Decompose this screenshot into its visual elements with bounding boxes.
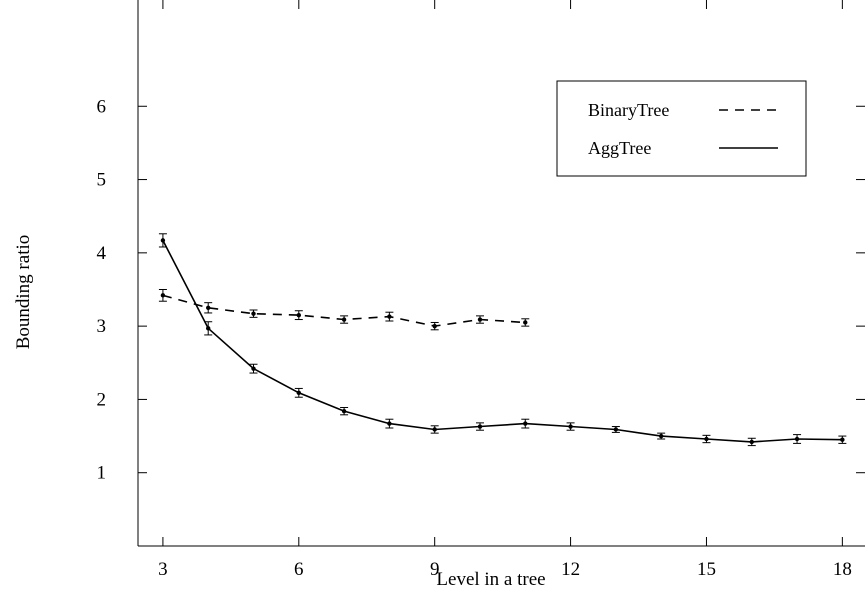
y-tick-label: 2 (97, 389, 107, 410)
data-point (613, 427, 619, 432)
data-point (296, 390, 302, 396)
y-tick-label: 6 (97, 96, 107, 117)
data-point (296, 312, 302, 318)
data-point (477, 317, 483, 322)
legend-label: BinaryTree (588, 100, 669, 120)
y-tick-label: 4 (97, 243, 107, 264)
x-tick-label: 3 (158, 559, 168, 580)
data-point (432, 427, 437, 432)
data-point (341, 408, 347, 414)
data-point (840, 437, 845, 442)
legend: BinaryTree AggTree (556, 80, 807, 177)
series-group (158, 233, 847, 447)
data-point (251, 366, 256, 371)
data-point (160, 238, 166, 243)
series-aggtree (158, 233, 847, 447)
data-point (387, 421, 392, 426)
series-binarytree (158, 288, 530, 331)
x-tick-label: 6 (294, 559, 304, 580)
x-tick-label: 15 (697, 559, 716, 580)
data-point (794, 436, 800, 442)
data-point (658, 433, 664, 439)
data-point (251, 311, 256, 316)
data-point (749, 439, 754, 445)
x-tick-label: 12 (561, 559, 580, 580)
data-point (523, 320, 528, 325)
x-tick-label: 18 (833, 559, 852, 580)
data-point (432, 323, 437, 329)
data-point (387, 314, 392, 319)
data-point (568, 424, 573, 429)
data-point (523, 421, 528, 426)
series-line-aggtree (162, 240, 843, 443)
data-point (341, 317, 347, 322)
x-axis-label: Level in a tree (436, 569, 545, 590)
data-point (160, 293, 166, 298)
data-point (477, 424, 483, 429)
y-tick-label: 3 (97, 316, 107, 337)
y-tick-label: 5 (97, 170, 107, 191)
data-point (206, 326, 211, 331)
x-tick-label: 9 (430, 559, 440, 580)
legend-box (556, 80, 807, 177)
legend-label: AggTree (588, 138, 651, 158)
y-tick-label: 1 (97, 463, 107, 484)
y-axis-label: Bounding ratio (13, 235, 34, 350)
data-point (704, 436, 709, 442)
data-point (206, 305, 211, 311)
